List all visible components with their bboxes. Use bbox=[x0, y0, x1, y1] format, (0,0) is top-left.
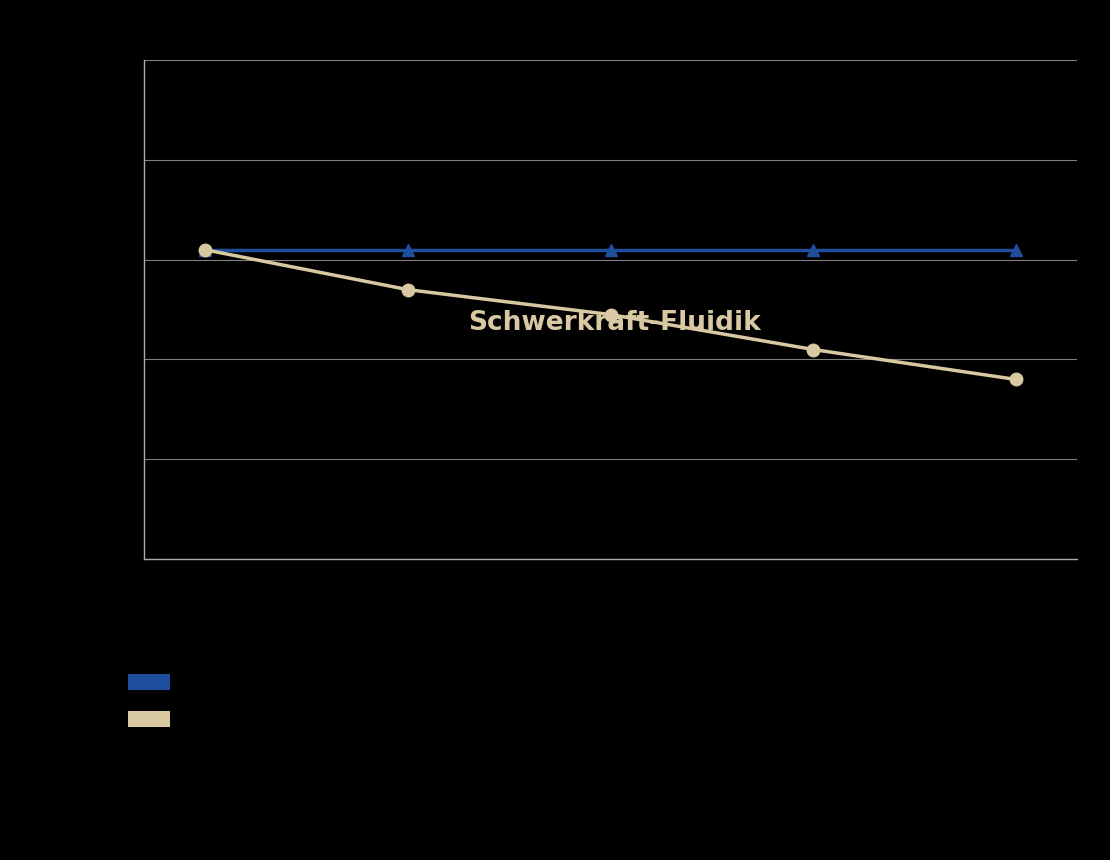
Text: Schwerkraft-Fluidik: Schwerkraft-Fluidik bbox=[468, 310, 761, 335]
